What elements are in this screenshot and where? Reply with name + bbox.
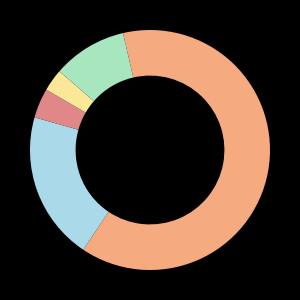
Wedge shape [46, 71, 94, 112]
Wedge shape [83, 30, 270, 270]
Wedge shape [30, 117, 109, 250]
Wedge shape [34, 90, 86, 130]
Wedge shape [59, 33, 133, 101]
